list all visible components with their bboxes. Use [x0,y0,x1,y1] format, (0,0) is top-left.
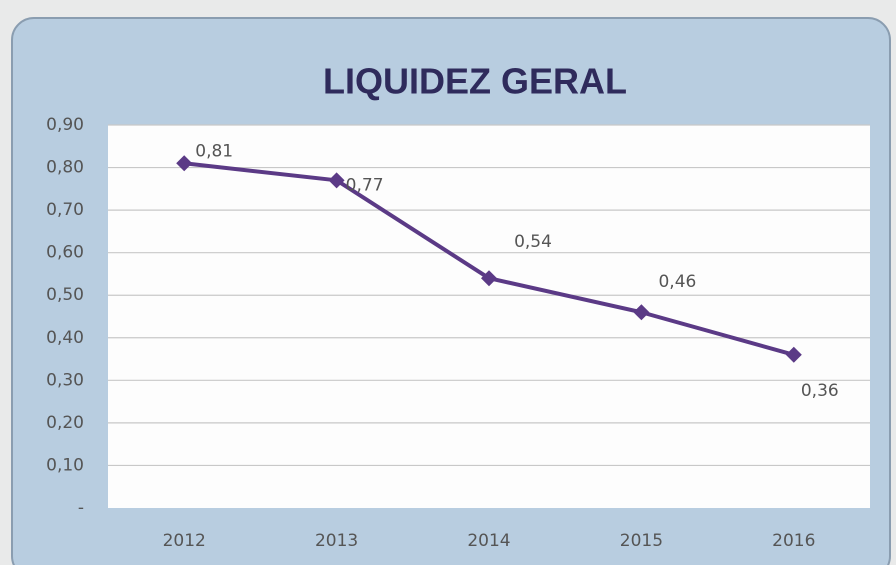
y-tick-label: 0,60 [46,243,84,263]
marker [785,346,802,363]
y-tick-label: 0,90 [46,115,84,135]
y-tick-label: 0,40 [46,328,84,348]
y-tick-label: 0,80 [46,158,84,178]
x-tick-label: 2014 [467,531,510,551]
data-label: 0,36 [801,381,839,401]
x-tick-label: 2012 [163,531,206,551]
y-tick-label: - [78,498,84,518]
x-tick-label: 2016 [772,531,815,551]
y-tick-label: 0,30 [46,370,84,390]
data-label: 0,54 [514,232,552,252]
marker [481,270,497,287]
y-tick-label: 0,70 [46,200,84,220]
marker [176,155,193,172]
data-label: 0,81 [195,141,233,161]
y-tick-label: 0,20 [46,413,84,433]
marker [328,172,345,189]
y-tick-label: 0,10 [46,455,84,475]
plot-area [108,125,870,508]
chart-title: LIQUIDEZ GERAL [323,61,627,102]
data-label: 0,77 [346,175,384,195]
x-tick-label: 2015 [620,531,663,551]
marker [633,304,650,321]
x-tick-label: 2013 [315,531,358,551]
data-label: 0,46 [658,272,696,292]
y-tick-label: 0,50 [46,285,84,305]
